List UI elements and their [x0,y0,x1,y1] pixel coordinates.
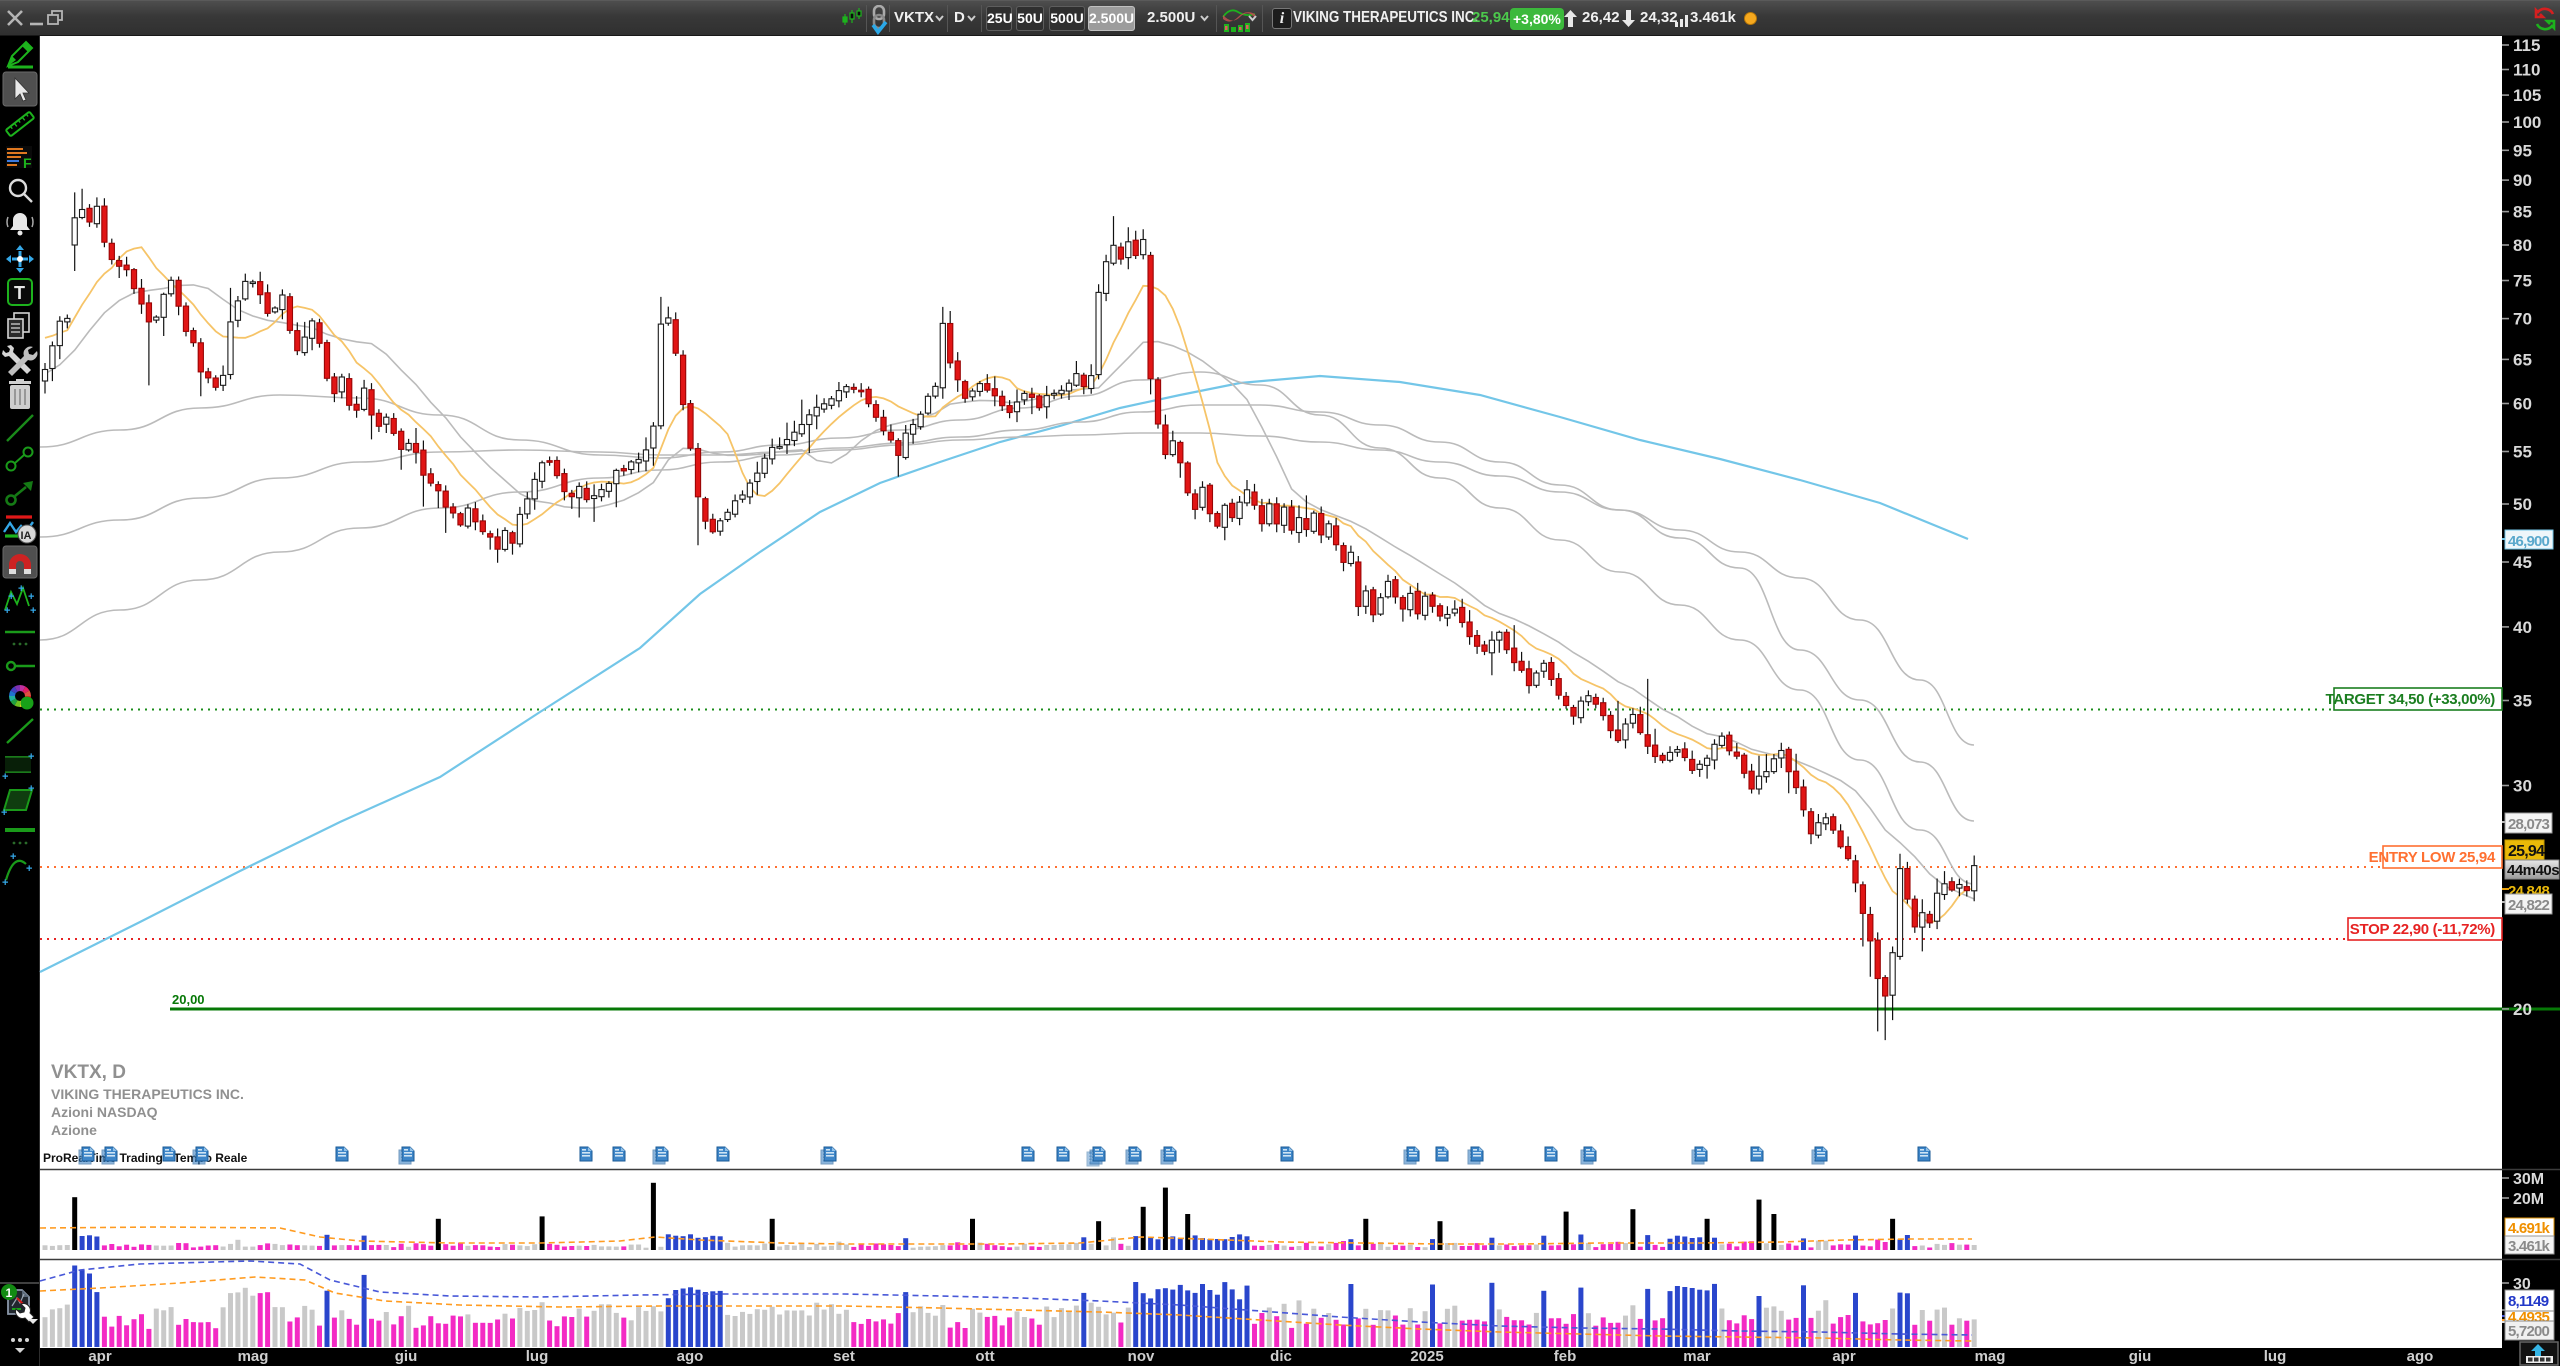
svg-text:ENTRY LOW 25,94: ENTRY LOW 25,94 [2369,849,2496,866]
svg-text:+: + [26,863,32,875]
svg-text:24,822: 24,822 [2508,897,2550,914]
svg-text:+: + [18,583,24,595]
svg-text:20: 20 [2513,1000,2532,1019]
svg-text:50: 50 [2513,495,2532,514]
svg-text:1: 1 [6,1286,13,1300]
svg-text:105: 105 [2513,86,2541,105]
svg-text:75: 75 [2513,272,2532,291]
svg-text:VKTX, D: VKTX, D [51,1062,126,1083]
svg-text:+: + [8,591,14,603]
svg-text:95: 95 [2513,141,2532,160]
svg-text:30M: 30M [2513,1171,2544,1188]
svg-text:5,7200: 5,7200 [2508,1323,2550,1340]
svg-text:2025: 2025 [1410,1348,1443,1365]
svg-text:giu: giu [2129,1348,2152,1365]
svg-text:nov: nov [1128,1348,1155,1365]
svg-text:ago: ago [677,1348,704,1365]
svg-text:feb: feb [1554,1348,1577,1365]
svg-text:ago: ago [2407,1348,2434,1365]
svg-text:28,073: 28,073 [2508,816,2550,833]
svg-text:90: 90 [2513,171,2532,190]
svg-text:25,94: 25,94 [2508,843,2545,860]
svg-text:IA: IA [21,530,32,542]
svg-text:F: F [23,155,32,171]
svg-text:STOP 22,90 (-11,72%): STOP 22,90 (-11,72%) [2350,921,2496,938]
svg-text:apr: apr [88,1348,112,1365]
svg-text:Azioni NASDAQ: Azioni NASDAQ [51,1104,158,1120]
svg-text:mag: mag [238,1348,269,1365]
svg-text:VIKING THERAPEUTICS INC.: VIKING THERAPEUTICS INC. [51,1086,244,1102]
svg-text:+: + [28,783,34,795]
svg-text:+: + [1,807,7,819]
svg-text:+: + [10,851,16,863]
svg-text:30: 30 [2513,777,2532,796]
svg-text:110: 110 [2513,61,2540,80]
svg-text:20,00: 20,00 [172,992,205,1007]
svg-text:+: + [4,605,10,617]
svg-text:20M: 20M [2513,1191,2544,1208]
svg-text:85: 85 [2513,203,2532,222]
svg-text:35: 35 [2513,692,2532,711]
svg-text:70: 70 [2513,310,2532,329]
svg-text:4.691k: 4.691k [2508,1220,2551,1237]
svg-text:mag: mag [1975,1348,2006,1365]
svg-text:lug: lug [2264,1348,2287,1365]
svg-text:+: + [28,751,34,763]
svg-text:80: 80 [2513,236,2532,255]
svg-text:Azione: Azione [51,1122,97,1138]
svg-text:40: 40 [2513,618,2532,637]
svg-text:+: + [2,771,8,783]
svg-text:mar: mar [1683,1348,1711,1365]
svg-text:+: + [2,877,8,889]
svg-text:45: 45 [2513,553,2532,572]
svg-text:60: 60 [2513,395,2532,414]
svg-text:+: + [28,591,34,603]
svg-text:giu: giu [395,1348,418,1365]
svg-text:apr: apr [1832,1348,1856,1365]
svg-text:ott: ott [975,1348,994,1365]
svg-text:ProRealTime Trading - Tempo Re: ProRealTime Trading - Tempo Reale [43,1151,248,1165]
svg-text:65: 65 [2513,350,2532,369]
svg-text:T: T [14,283,25,303]
svg-text:46,900: 46,900 [2508,533,2550,550]
svg-text:30: 30 [2513,1276,2531,1293]
svg-text:set: set [833,1348,855,1365]
svg-text:dic: dic [1270,1348,1292,1365]
svg-text:8,1149: 8,1149 [2508,1293,2549,1310]
svg-text:55: 55 [2513,443,2532,462]
svg-text:44m40s: 44m40s [2507,862,2559,879]
svg-text:3.461k: 3.461k [2508,1238,2551,1255]
svg-text:100: 100 [2513,113,2541,132]
svg-text:TARGET 34,50 (+33,00%): TARGET 34,50 (+33,00%) [2326,691,2496,708]
svg-text:115: 115 [2513,36,2540,55]
svg-text:+: + [30,605,36,617]
svg-text:lug: lug [526,1348,549,1365]
